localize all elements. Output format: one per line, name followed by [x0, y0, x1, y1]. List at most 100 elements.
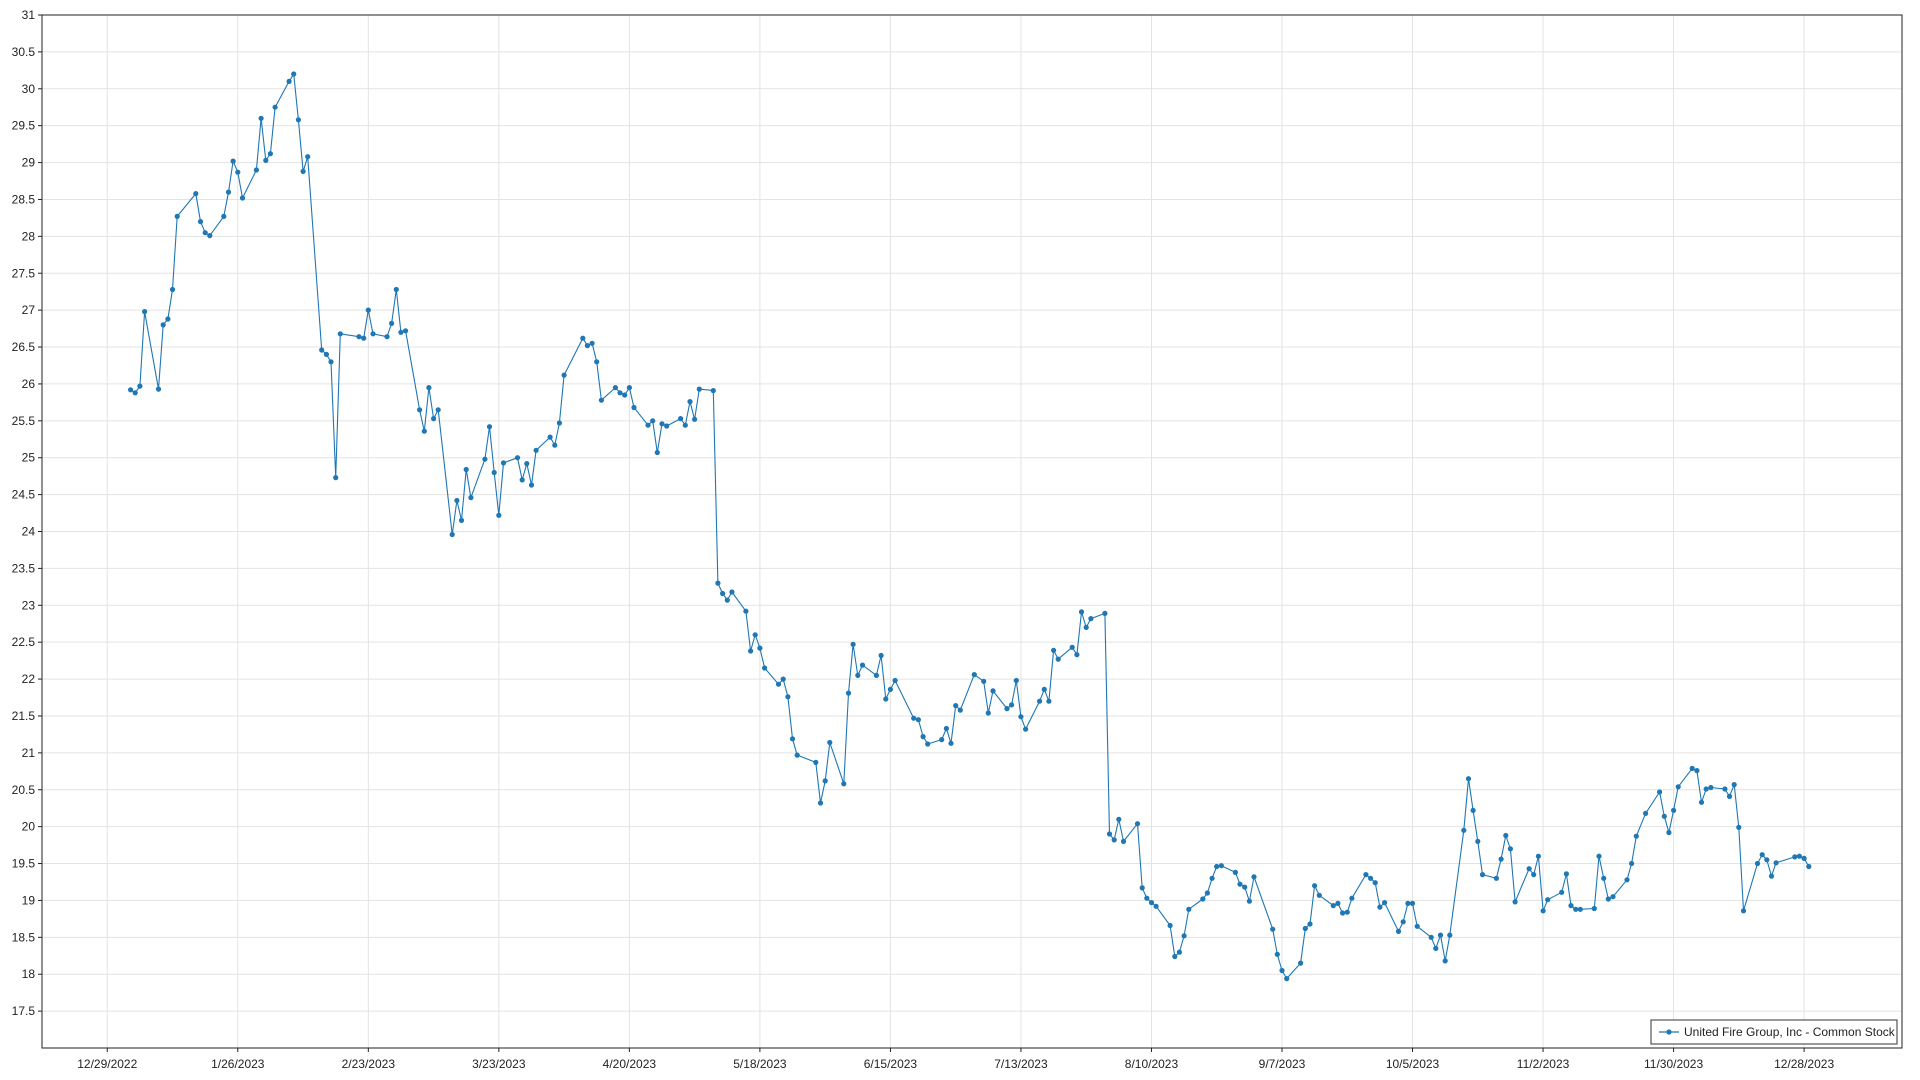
x-tick-label: 4/20/2023: [603, 1057, 657, 1071]
data-point: [1671, 807, 1677, 814]
data-point: [1148, 900, 1155, 906]
data-point: [1545, 897, 1551, 903]
data-point: [1792, 854, 1798, 860]
data-point: [142, 309, 148, 315]
y-tick-label: 22: [22, 672, 36, 686]
data-point: [337, 331, 343, 337]
data-point: [654, 449, 660, 456]
data-point: [291, 71, 297, 77]
data-point: [939, 737, 945, 743]
data-point: [892, 677, 898, 684]
data-point: [449, 531, 455, 538]
data-point: [981, 678, 987, 684]
data-point: [267, 151, 273, 157]
data-point: [580, 335, 586, 341]
y-tick-label: 23.5: [12, 561, 36, 575]
data-point: [1083, 624, 1089, 631]
data-point: [323, 351, 329, 357]
data-point: [1395, 928, 1402, 935]
data-point: [519, 477, 525, 483]
data-point: [584, 343, 591, 349]
data-point: [1447, 932, 1453, 938]
data-point: [1465, 776, 1472, 782]
data-point: [911, 715, 917, 721]
data-point: [748, 648, 754, 654]
series-line: [130, 73, 1810, 980]
data-point: [1531, 872, 1537, 878]
data-point: [775, 681, 782, 687]
data-point: [1069, 644, 1075, 650]
data-point: [943, 725, 950, 732]
data-point: [1740, 908, 1747, 914]
data-point: [300, 168, 306, 174]
data-point: [1708, 784, 1714, 791]
y-tick-label: 24.5: [12, 488, 36, 502]
data-point: [328, 359, 334, 365]
data-point: [1270, 926, 1276, 932]
data-point: [1503, 832, 1509, 839]
data-point: [454, 497, 460, 504]
y-tick-label: 24: [22, 525, 36, 539]
data-point: [1316, 892, 1322, 898]
data-point: [1633, 833, 1639, 839]
y-tick-label: 20: [22, 820, 36, 834]
data-point: [1675, 784, 1681, 790]
data-point: [1237, 881, 1243, 887]
y-tick-label: 17.5: [12, 1004, 36, 1018]
data-point: [789, 736, 796, 742]
series-layer: [128, 71, 1812, 982]
data-point: [1102, 610, 1108, 617]
data-point: [915, 717, 922, 723]
data-point: [1801, 855, 1807, 862]
data-point: [393, 286, 399, 293]
y-tick-label: 20.5: [12, 783, 36, 797]
data-point: [682, 422, 688, 428]
data-point: [1279, 967, 1285, 974]
data-point: [1074, 652, 1080, 658]
data-point: [305, 154, 311, 160]
data-point: [1400, 919, 1406, 925]
data-point: [729, 589, 735, 595]
data-point: [1120, 838, 1127, 845]
data-point: [431, 416, 437, 422]
data-point: [361, 335, 367, 341]
data-point: [435, 407, 441, 413]
data-point: [1437, 932, 1444, 938]
data-point: [263, 157, 269, 163]
data-point: [333, 475, 339, 481]
data-point: [207, 233, 213, 239]
data-point: [1796, 853, 1802, 859]
data-point: [1754, 860, 1761, 867]
data-point: [1698, 799, 1705, 805]
data-point: [878, 652, 884, 659]
data-point: [957, 707, 963, 713]
data-point: [817, 800, 824, 806]
legend-marker-swatch: [1666, 1029, 1672, 1035]
data-point: [622, 392, 628, 398]
data-point: [1694, 768, 1700, 774]
data-point: [253, 167, 259, 173]
data-point: [1736, 824, 1742, 831]
data-point: [1186, 906, 1192, 912]
data-point: [1610, 894, 1616, 900]
data-point: [1344, 909, 1350, 915]
data-point: [743, 608, 749, 614]
x-tick-label: 3/23/2023: [472, 1057, 526, 1071]
data-point: [925, 741, 931, 747]
data-point: [1461, 827, 1467, 833]
y-tick-label: 28.5: [12, 192, 36, 206]
data-point: [1409, 900, 1416, 907]
x-tick-label: 1/26/2023: [211, 1057, 265, 1071]
data-point: [985, 710, 991, 716]
x-tick-label: 2/23/2023: [342, 1057, 396, 1071]
data-point: [1274, 951, 1280, 957]
y-tick-label: 23: [22, 598, 36, 612]
data-point: [1689, 765, 1695, 772]
data-point: [845, 690, 852, 696]
data-point: [403, 328, 409, 334]
data-point: [855, 672, 861, 679]
data-point: [1559, 889, 1565, 895]
data-point: [687, 399, 693, 405]
data-point: [1302, 925, 1308, 932]
data-point: [1340, 910, 1346, 916]
